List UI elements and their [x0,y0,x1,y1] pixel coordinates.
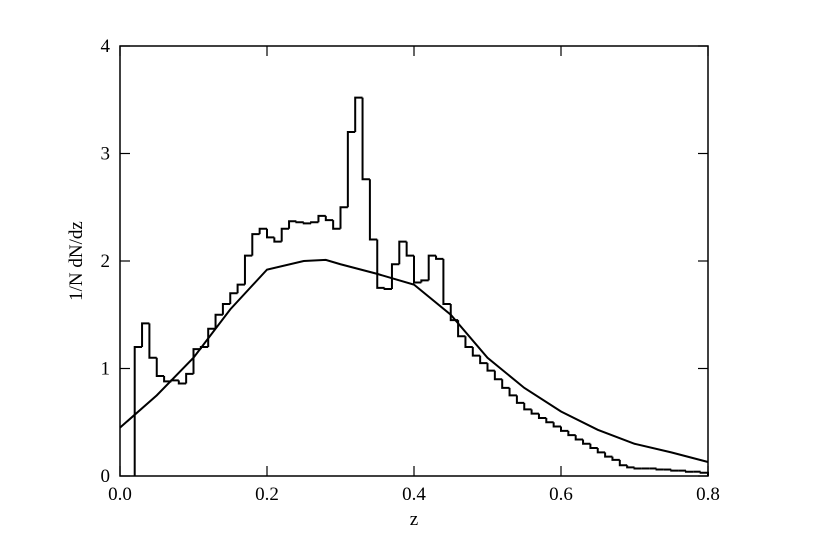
x-tick-label: 0.0 [108,484,132,505]
histogram-bin [420,279,429,283]
histogram-bin [192,348,201,374]
histogram-bin [177,380,187,385]
histogram-bin [574,435,584,441]
histogram-bin [361,97,370,181]
histogram-bin [626,465,635,469]
y-tick-label: 0 [101,466,111,487]
histogram-bin [537,413,547,419]
histogram-bin [596,448,606,454]
histogram-bin [604,452,613,458]
x-tick-label: 0.2 [255,484,279,505]
histogram-bin [346,131,356,208]
histogram-bin [464,336,473,348]
histogram-bin [670,469,679,472]
y-tick-label: 1 [101,359,111,380]
histogram-bin [133,346,143,476]
histogram-bin [310,221,319,224]
histogram-bin [545,417,554,424]
histogram-bin [324,215,334,222]
histogram-bin [493,370,503,381]
histogram-bin [221,303,231,315]
histogram-bin [236,283,245,294]
histogram-bin [684,470,694,473]
histogram-bin [508,387,517,397]
histogram-bin [567,430,576,437]
y-tick-label: 3 [101,144,111,165]
histogram-bin [251,233,260,256]
histogram-bin [376,239,385,289]
histogram-bin [383,287,392,290]
histogram-bin [427,254,437,281]
histogram-bin [471,347,481,357]
histogram-bin [229,292,238,304]
y-tick-label: 2 [101,251,111,272]
x-tick-label: 0.8 [696,484,720,505]
histogram-bin [266,228,275,239]
histogram-bin [163,376,172,383]
histogram-bin [479,355,488,365]
histogram-bin [457,320,466,338]
histogram-bin [413,255,422,284]
histogram-bin [435,255,444,260]
histogram-bin [405,241,414,257]
histogram-bin [618,459,628,467]
histogram-bin [317,214,326,223]
y-tick-label: 4 [101,36,111,57]
histogram-bin [515,395,525,404]
histogram-bin [589,443,598,450]
histogram-bin [302,222,312,225]
histogram-bin [442,258,451,305]
histogram-bin [339,206,348,229]
histogram-bin [258,227,267,235]
histogram-bin [148,323,157,359]
histogram-bin [354,96,363,132]
histogram-bin [486,363,495,372]
histogram-bin [633,467,642,470]
histogram-bin [530,409,539,415]
histogram-bin [214,313,223,329]
histogram-bin [280,227,290,242]
histogram-bin [560,426,569,432]
histogram-bin [207,327,216,347]
histogram-bin [332,220,341,230]
histogram-bin [611,456,620,461]
histogram-bin [185,372,194,384]
histogram-bin [295,221,304,224]
histogram-bin [523,402,532,411]
x-axis-label: z [410,509,418,530]
histogram-bin [398,240,407,265]
histogram-bin [390,263,400,289]
y-axis-label: 1/N dN/dz [66,221,87,301]
histogram-bin [273,237,282,243]
histogram-bin [699,471,709,476]
histogram-bin [288,220,297,229]
histogram-bin [582,439,591,445]
histogram-bin [655,468,664,471]
histogram-bin [243,254,253,285]
histogram-bin [368,179,378,241]
x-tick-label: 0.4 [402,484,426,505]
x-tick-label: 0.6 [549,484,573,505]
model-curve [119,258,709,463]
histogram-bin [501,379,510,389]
histogram-bin [552,422,561,428]
histogram-bin [141,322,150,347]
histogram-bin [155,357,165,378]
